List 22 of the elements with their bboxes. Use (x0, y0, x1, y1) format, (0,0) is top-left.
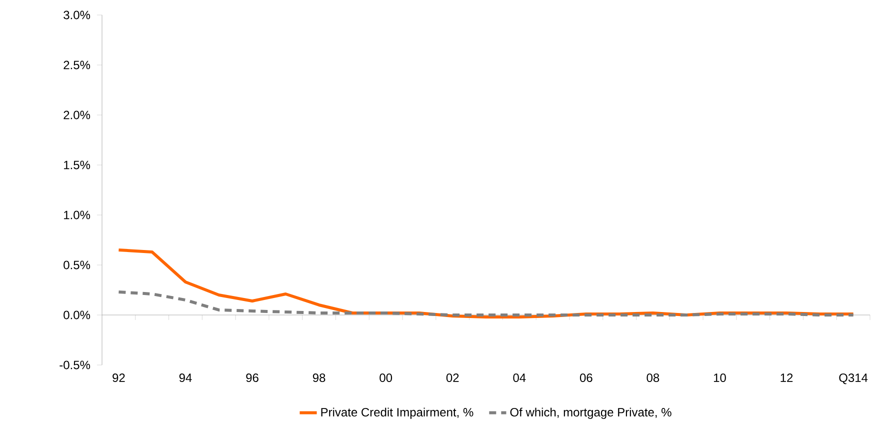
y-tick-label: 2.0% (64, 110, 90, 120)
x-tick-label: 06 (580, 374, 592, 382)
y-tick-label: 1.5% (64, 160, 90, 170)
x-tick-label: 98 (312, 374, 326, 382)
y-tick-label: -0.5% (60, 360, 90, 370)
y-tick-label: 1.0% (64, 210, 90, 220)
legend-label: Private Credit Impairment, % (321, 408, 474, 419)
y-tick-label: 3.0% (64, 10, 90, 20)
y-tick-label: 2.5% (64, 60, 90, 70)
x-tick-label: 02 (446, 374, 459, 382)
x-tick-label: Q314 (839, 374, 868, 384)
x-tick-label: 08 (646, 374, 660, 382)
legend-label: Of which, mortgage Private, % (510, 408, 672, 419)
x-tick-label: 12 (780, 374, 793, 382)
x-tick-label: 00 (380, 374, 392, 382)
x-tick-label: 92 (112, 374, 125, 382)
x-tick-label: 04 (513, 374, 526, 382)
x-tick-label: 94 (179, 374, 192, 382)
x-tick-label: 96 (246, 374, 258, 382)
x-tick-label: 10 (714, 374, 726, 382)
y-tick-label: 0.0% (64, 310, 90, 320)
y-tick-label: 0.5% (64, 260, 90, 270)
